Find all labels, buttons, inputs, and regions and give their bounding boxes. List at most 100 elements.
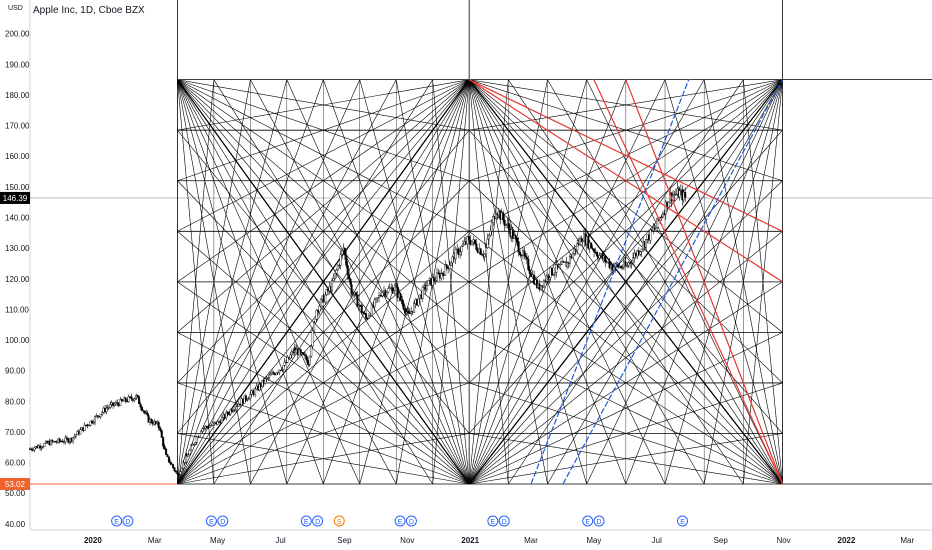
candle-body: [182, 462, 185, 469]
gann-fan-line: [213, 79, 470, 485]
candle-body: [417, 298, 420, 306]
event-marker-label: S: [337, 519, 342, 526]
y-tick-label: 40.00: [5, 520, 26, 529]
candle-body: [450, 262, 453, 266]
candle-body: [254, 388, 257, 395]
candle-body: [127, 396, 130, 402]
candle-body: [220, 417, 223, 424]
y-tick-label: 140.00: [5, 214, 30, 223]
candle-body: [528, 269, 531, 274]
gann-fan-line: [177, 79, 470, 283]
candle-body: [514, 235, 517, 239]
candle-body: [652, 227, 655, 231]
y-tick-label: 120.00: [5, 275, 30, 284]
candle-body: [208, 425, 211, 428]
candle-body: [331, 280, 334, 291]
red-trend-line: [468, 79, 783, 232]
candle-body: [378, 295, 381, 298]
candle-body: [249, 394, 252, 399]
gann-fan-line: [177, 79, 324, 485]
candle-body: [286, 356, 289, 363]
candle-body: [516, 237, 519, 242]
gann-fan-line: [468, 79, 627, 485]
chart-title: Apple Inc, 1D, Cboe BZX: [33, 5, 145, 16]
candle-body: [91, 420, 94, 424]
candle-body: [216, 421, 219, 425]
candle-body: [632, 257, 635, 264]
event-marker-circle: [312, 515, 324, 527]
candle-body: [661, 213, 664, 218]
event-marker-circle: [394, 515, 406, 527]
candle-body: [365, 313, 368, 319]
candle-body: [461, 244, 464, 247]
event-marker-label: E: [209, 519, 214, 526]
price-axis[interactable]: 40.00 50.00 60.00 70.00 80.00 90.00 100.00 110.…: [5, 0, 31, 530]
candle-body: [573, 248, 576, 254]
candle-body: [203, 427, 206, 430]
candle-body: [341, 249, 344, 255]
candle-body: [319, 298, 322, 307]
candle-body: [276, 372, 279, 374]
candle-body: [542, 280, 545, 288]
event-marker-label: E: [398, 519, 403, 526]
candle-body: [459, 251, 462, 255]
y-tick-label: 130.00: [5, 244, 30, 253]
candle-body: [79, 429, 82, 435]
red-trend-line: [625, 79, 784, 485]
candle-body: [656, 217, 659, 228]
candle-body: [325, 289, 328, 296]
candle-body: [511, 229, 514, 239]
candle-body: [503, 219, 506, 226]
time-axis[interactable]: 2020 Mar May Jul Sep Nov 2021 Mar May Jul Sep Nov 20…: [30, 529, 932, 545]
candle-body: [489, 231, 492, 236]
candle-body: [213, 422, 216, 424]
candle-body: [183, 461, 186, 464]
candle-body: [413, 303, 416, 313]
candle-body: [179, 471, 182, 475]
candle-body: [65, 437, 68, 439]
candle-body: [176, 471, 179, 475]
y-tick-label: 180.00: [5, 91, 30, 100]
colored-trend-lines[interactable]: [468, 79, 784, 485]
x-tick-label: 2020: [84, 536, 102, 545]
y-tick-label: 170.00: [5, 122, 30, 131]
gann-fan-line: [322, 79, 470, 485]
candle-body: [246, 399, 249, 401]
candle-body: [247, 398, 250, 400]
candle-body: [30, 448, 33, 450]
candle-body: [435, 272, 438, 281]
gann-fan-line: [177, 433, 470, 485]
gann-fan-line: [177, 79, 215, 485]
candle-body: [160, 430, 163, 438]
candle-body: [375, 297, 378, 300]
candle-body: [332, 278, 335, 282]
candle-body: [188, 450, 191, 455]
x-tick-label: 2022: [838, 536, 856, 545]
candle-body: [654, 227, 657, 229]
candle-body: [163, 445, 166, 450]
candle-body: [479, 248, 482, 255]
event-marker-circle: [205, 515, 217, 527]
candle-body: [385, 292, 388, 296]
candle-body: [50, 440, 53, 446]
candle-body: [290, 351, 293, 356]
candle-body: [283, 361, 286, 366]
gann-fan-line: [286, 79, 470, 485]
candle-body: [304, 354, 307, 357]
gann-square-drawing[interactable]: [176, 0, 932, 485]
candle-body: [571, 253, 574, 258]
gann-fan-line: [469, 332, 783, 485]
candle-body: [552, 274, 555, 276]
candle-body: [73, 435, 76, 438]
candle-body: [561, 261, 564, 265]
low-price-tag-box: [0, 477, 30, 490]
candle-body: [362, 312, 365, 314]
gann-fan-line: [177, 79, 361, 485]
candle-body: [376, 297, 379, 299]
candle-body: [268, 374, 271, 378]
gann-fan-line: [177, 79, 470, 434]
candle-body: [264, 378, 267, 384]
candle-body: [225, 411, 228, 418]
